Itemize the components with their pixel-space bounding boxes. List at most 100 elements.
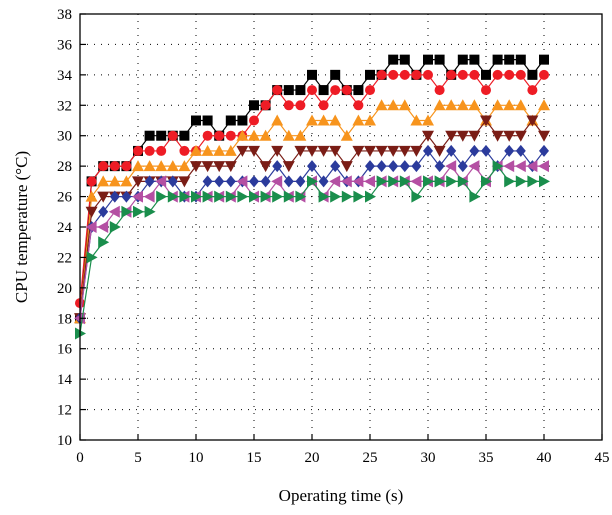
y-tick-label: 36 — [57, 37, 73, 53]
data-point — [504, 144, 515, 157]
data-point — [132, 176, 144, 188]
data-point — [330, 69, 341, 80]
data-point — [423, 54, 433, 65]
data-point — [341, 190, 353, 203]
data-point — [527, 175, 539, 188]
data-point — [306, 114, 318, 126]
data-point — [423, 69, 433, 80]
data-point — [539, 69, 549, 80]
x-tick-label: 20 — [305, 450, 320, 466]
data-point — [445, 130, 458, 142]
data-point — [144, 130, 155, 141]
data-point — [202, 130, 213, 141]
data-point — [514, 99, 527, 111]
x-tick-label: 40 — [537, 450, 552, 466]
data-point — [295, 100, 306, 111]
data-point — [491, 99, 504, 111]
data-point — [353, 100, 364, 111]
data-point — [248, 129, 260, 141]
data-point — [272, 190, 284, 203]
data-point — [352, 145, 365, 157]
data-point — [133, 205, 144, 218]
data-point — [492, 160, 504, 173]
x-tick-label: 25 — [363, 450, 378, 466]
data-point — [352, 114, 365, 126]
data-point — [143, 190, 155, 203]
data-point — [387, 145, 400, 157]
data-point — [260, 190, 272, 203]
data-point — [423, 144, 433, 157]
data-point — [236, 145, 249, 157]
ticks: 0 5 10 15 20 25 30 35 40 45 10 12 14 16 18 20 22 24 26 28 30… — [57, 7, 610, 466]
series-triangle-right — [75, 160, 550, 340]
y-tick-label: 20 — [57, 281, 72, 297]
data-point — [295, 190, 307, 203]
data-point — [318, 85, 329, 96]
data-point — [468, 130, 481, 142]
data-point — [120, 175, 133, 187]
data-point — [364, 175, 375, 188]
data-point — [399, 175, 411, 188]
data-point — [202, 115, 213, 126]
data-point — [224, 161, 237, 173]
data-point — [399, 69, 410, 80]
data-point — [445, 160, 457, 173]
data-point — [398, 99, 411, 111]
data-point — [388, 160, 399, 173]
data-point — [515, 175, 527, 188]
data-point — [85, 206, 98, 218]
y-tick-label: 22 — [57, 250, 72, 266]
data-point — [446, 175, 458, 188]
data-point — [237, 190, 249, 203]
data-point — [294, 129, 307, 141]
data-point — [167, 175, 178, 188]
data-point — [341, 85, 352, 96]
data-point — [155, 175, 167, 188]
data-point — [469, 190, 481, 203]
data-point — [317, 145, 330, 157]
data-point — [538, 130, 550, 142]
data-point — [503, 160, 515, 173]
series-triangle-down — [74, 115, 550, 325]
data-point — [156, 130, 167, 141]
data-point — [469, 144, 480, 157]
data-point — [214, 175, 225, 188]
data-point — [307, 160, 317, 173]
data-point — [283, 85, 294, 96]
data-point — [260, 100, 271, 111]
data-point — [434, 85, 445, 96]
data-point — [307, 85, 317, 96]
data-point — [411, 160, 422, 173]
data-point — [295, 175, 306, 188]
data-point — [225, 190, 237, 203]
data-point — [259, 161, 272, 173]
data-point — [539, 175, 550, 188]
data-point — [468, 160, 480, 173]
data-point — [282, 129, 295, 141]
data-point — [86, 251, 98, 264]
x-axis-title: Operating time (s) — [279, 486, 404, 505]
data-point — [271, 114, 284, 126]
data-point — [249, 100, 259, 111]
data-point — [282, 161, 295, 173]
data-point — [514, 130, 527, 142]
data-point — [317, 114, 330, 126]
data-point — [365, 85, 375, 96]
data-point — [144, 145, 155, 156]
data-point — [167, 190, 179, 203]
data-point — [388, 69, 399, 80]
data-point — [155, 160, 168, 172]
data-point — [179, 130, 190, 141]
data-point — [133, 145, 143, 156]
data-point — [249, 190, 260, 203]
data-point — [376, 175, 388, 188]
data-point — [503, 99, 516, 111]
data-point — [481, 69, 491, 80]
data-point — [329, 114, 342, 126]
y-tick-label: 38 — [57, 7, 72, 23]
data-point — [259, 129, 272, 141]
data-point — [457, 175, 469, 188]
series-diamond — [75, 144, 549, 325]
data-point — [434, 175, 446, 188]
